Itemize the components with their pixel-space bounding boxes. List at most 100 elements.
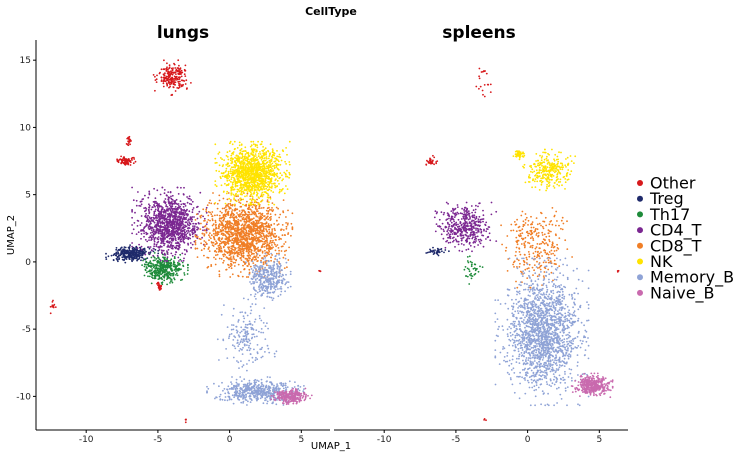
point [143,252,146,255]
point [123,258,126,261]
point [163,253,166,256]
point [239,184,242,187]
point [160,232,163,235]
point [137,258,140,261]
point [172,238,175,241]
point [231,161,234,164]
point [242,226,245,229]
point [246,258,249,260]
point [218,273,221,276]
point [240,173,243,176]
point [132,257,135,260]
point [241,246,244,248]
point [229,142,231,145]
point [232,227,235,230]
point [166,194,168,197]
point [221,250,223,253]
point [136,247,139,250]
point [238,233,241,236]
point [288,171,291,174]
point [168,246,170,248]
point [163,265,165,268]
point [148,239,150,242]
point [285,147,287,149]
point [269,213,272,216]
point [162,210,165,213]
point [188,231,190,233]
point [181,229,184,232]
point [234,261,237,264]
point [125,251,128,254]
point [265,245,268,248]
point [182,264,185,267]
point [278,238,280,241]
point [170,213,173,216]
point [183,257,185,260]
point [271,148,274,151]
point [239,199,242,202]
point [268,226,271,228]
point [175,272,178,275]
point [184,231,187,234]
point [171,270,174,272]
point [207,256,210,259]
point [271,244,273,246]
point [237,263,240,266]
point [179,240,182,243]
point [274,186,277,189]
point [157,232,160,235]
point [261,226,263,228]
point [154,75,156,78]
point [198,210,201,213]
point [246,159,249,161]
point [250,229,252,231]
point [162,240,165,243]
point [159,193,162,196]
point [153,245,156,248]
point [232,174,235,176]
point [151,274,154,277]
point [265,157,268,160]
point [267,167,270,170]
point [105,256,107,259]
point [129,143,132,146]
point [190,203,193,206]
point [170,221,173,224]
point [228,164,231,167]
point [112,259,115,261]
point [261,199,264,202]
point [236,184,239,187]
point [252,234,255,237]
point [175,79,177,81]
point [240,177,242,179]
point [183,274,186,276]
point [220,172,223,175]
point [235,169,238,171]
point [223,159,226,162]
point [166,226,169,228]
point [181,252,184,255]
point [167,241,170,244]
point [281,179,283,182]
point [155,219,158,222]
point [122,248,125,251]
point [256,144,258,147]
point [159,262,162,265]
point [284,234,286,237]
point [242,252,245,255]
point [183,80,186,82]
point [236,234,239,237]
point [174,208,177,211]
point [164,238,167,240]
point [275,206,278,209]
point [139,205,142,207]
point [152,254,155,257]
point [173,211,175,214]
point [49,305,52,308]
point [272,173,274,176]
point [162,82,165,85]
point [163,59,165,62]
point [128,139,131,141]
point [286,175,289,178]
point [148,252,150,255]
